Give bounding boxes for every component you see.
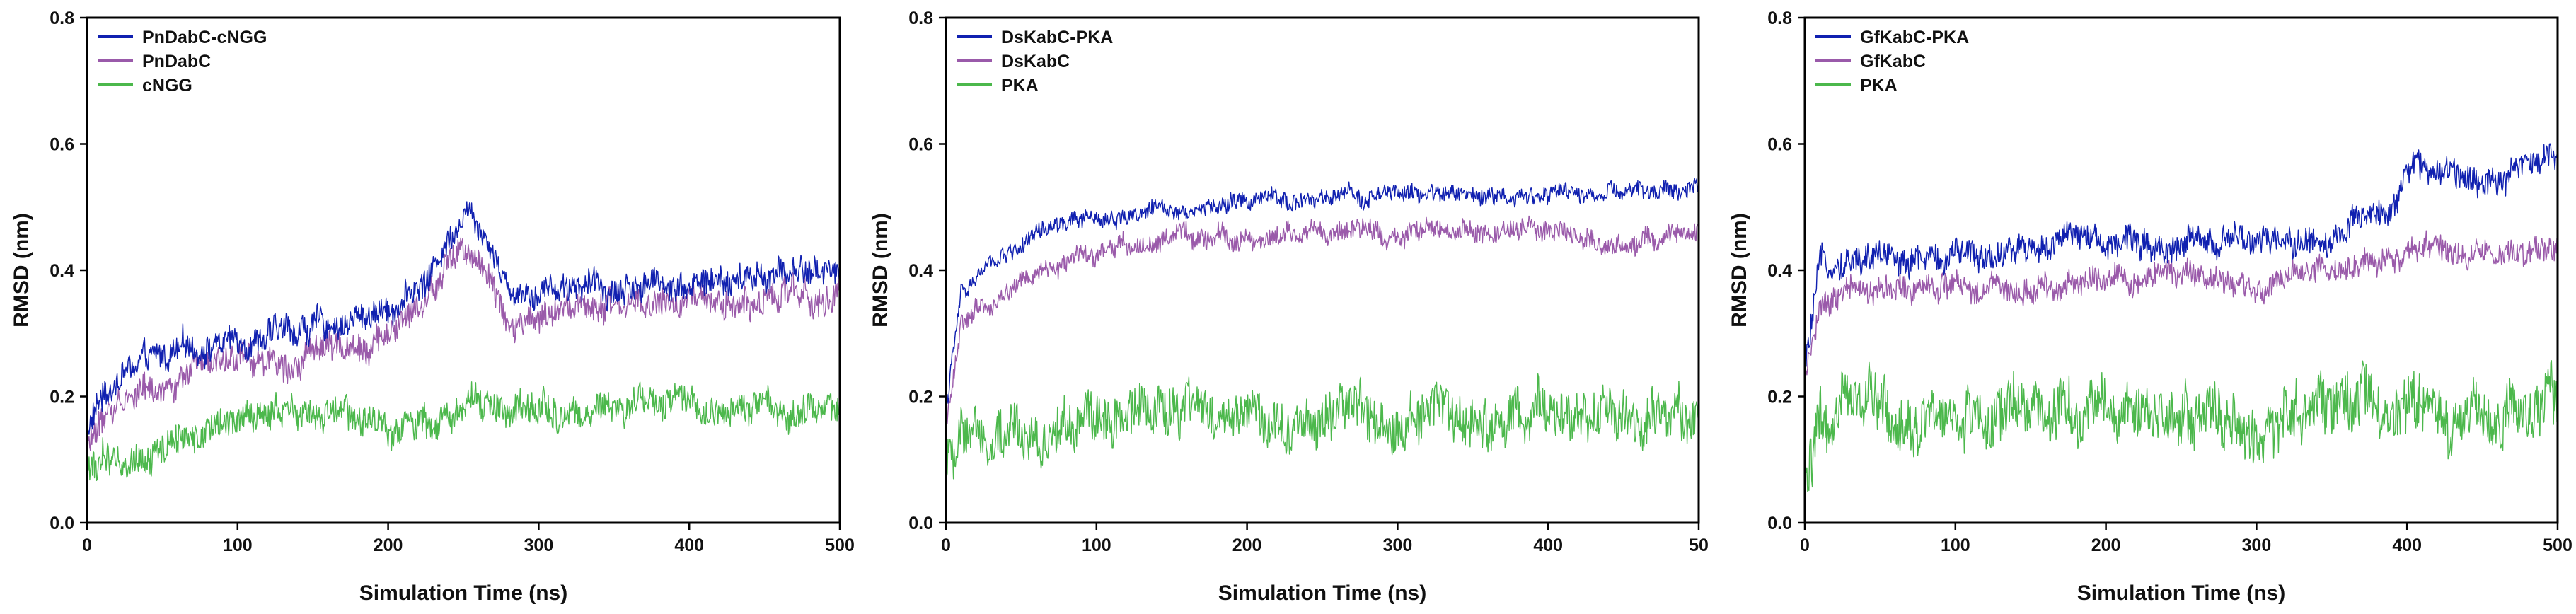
x-tick-label: 300 <box>1383 535 1413 555</box>
legend-label: PnDabC-cNGG <box>142 28 267 47</box>
plot-area <box>80 16 841 530</box>
y-tick-label: 0.6 <box>50 135 74 155</box>
series-line <box>1804 230 2558 380</box>
y-tick-label: 0.2 <box>1767 388 1792 407</box>
legend-label: cNGG <box>142 76 192 95</box>
x-tick-label: 400 <box>2392 535 2422 555</box>
x-tick-label: 200 <box>374 535 403 555</box>
x-tick-label: 200 <box>2091 535 2121 555</box>
y-tick-label: 0.4 <box>1767 261 1792 281</box>
y-axis-label: RMSD (nm) <box>10 213 33 328</box>
y-tick-label: 0.2 <box>50 388 74 407</box>
x-tick-label: 500 <box>2543 535 2572 555</box>
chart-svg: 0 100 200 300 400 50 0.0 0.2 0.4 0.6 0.8… <box>869 8 1709 605</box>
legend-label: PKA <box>1001 76 1039 95</box>
x-axis-label: Simulation Time (ns) <box>1218 581 1426 605</box>
plot-area <box>939 16 1700 530</box>
x-axis-label: Simulation Time (ns) <box>2077 581 2285 605</box>
series-line <box>1804 143 2558 367</box>
series-line <box>945 178 1699 416</box>
y-tick-label: 0.8 <box>50 8 74 28</box>
chart-svg: 0 100 200 300 400 500 0.0 0.2 0.4 0.6 0.… <box>10 8 855 605</box>
legend: PnDabC-cNGG PnDabC cNGG <box>98 28 267 95</box>
legend: GfKabC-PKA GfKabC PKA <box>1815 28 1969 95</box>
legend: DsKabC-PKA DsKabC PKA <box>957 28 1113 95</box>
legend-label: DsKabC <box>1001 52 1070 71</box>
legend-label: GfKabC-PKA <box>1860 28 1969 47</box>
legend-label: DsKabC-PKA <box>1001 28 1113 47</box>
rmsd-chart-pndabc: 0 100 200 300 400 500 0.0 0.2 0.4 0.6 0.… <box>0 0 858 614</box>
y-tick-label: 0.0 <box>908 514 933 533</box>
legend-label: PKA <box>1860 76 1898 95</box>
y-tick-label: 0.8 <box>1767 8 1792 28</box>
series-line <box>86 237 841 458</box>
x-tick-label: 50 <box>1689 535 1709 555</box>
rmsd-chart-gfkabc: 0 100 200 300 400 500 0.0 0.2 0.4 0.6 0.… <box>1718 0 2576 614</box>
legend-label: PnDabC <box>142 52 211 71</box>
y-tick-label: 0.6 <box>908 135 933 155</box>
series-line <box>1804 360 2558 492</box>
x-tick-label: 0 <box>1800 535 1810 555</box>
y-axis-label: RMSD (nm) <box>869 213 892 328</box>
series-line <box>945 373 1699 480</box>
x-tick-label: 100 <box>1082 535 1111 555</box>
x-tick-label: 400 <box>1533 535 1563 555</box>
plot-frame <box>86 16 841 524</box>
x-tick-label: 100 <box>223 535 253 555</box>
y-tick-label: 0.0 <box>1767 514 1792 533</box>
y-tick-label: 0.4 <box>908 261 933 281</box>
y-tick-label: 0.2 <box>908 388 933 407</box>
x-tick-label: 100 <box>1941 535 1970 555</box>
x-tick-label: 200 <box>1232 535 1262 555</box>
x-tick-label: 0 <box>82 535 92 555</box>
y-tick-label: 0.6 <box>1767 135 1792 155</box>
series-line <box>945 215 1699 425</box>
y-tick-label: 0.4 <box>50 261 74 281</box>
x-axis-label: Simulation Time (ns) <box>359 581 567 605</box>
plot-area <box>1798 16 2559 530</box>
series-line <box>86 201 841 441</box>
chart-svg: 0 100 200 300 400 500 0.0 0.2 0.4 0.6 0.… <box>1728 8 2572 605</box>
legend-label: GfKabC <box>1860 52 1926 71</box>
y-axis-label: RMSD (nm) <box>1728 213 1751 328</box>
x-tick-label: 300 <box>2242 535 2272 555</box>
x-tick-label: 400 <box>674 535 704 555</box>
series-line <box>86 381 841 481</box>
x-tick-label: 0 <box>941 535 951 555</box>
x-tick-label: 300 <box>524 535 554 555</box>
x-tick-label: 500 <box>825 535 855 555</box>
rmsd-chart-dskabc: 0 100 200 300 400 50 0.0 0.2 0.4 0.6 0.8… <box>859 0 1717 614</box>
y-tick-label: 0.8 <box>908 8 933 28</box>
y-tick-label: 0.0 <box>50 514 74 533</box>
